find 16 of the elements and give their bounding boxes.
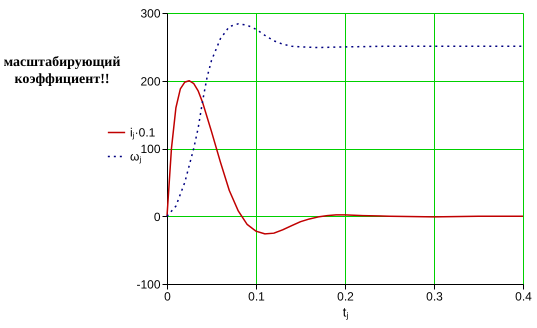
y-tick-label: 300 [140, 6, 161, 20]
legend-label: iⱼ·0.1 [130, 126, 156, 140]
line-series [166, 80, 524, 235]
x-axis-title: tⱼ [342, 304, 348, 320]
x-tick-label: 0.1 [248, 290, 266, 304]
y-tick-label: 100 [140, 142, 161, 156]
text: масштабирующий коэффициент!! [4, 55, 120, 87]
y-tick-label: -100 [136, 278, 161, 292]
x-tick-label: 0 [164, 290, 172, 304]
x-tick-label: 0.2 [337, 290, 354, 304]
y-tick-label: 0 [154, 210, 161, 224]
x-tick-label: 0.4 [515, 290, 532, 304]
line-series [166, 23, 524, 217]
y-tick-label: 200 [140, 74, 161, 88]
legend-label: ωⱼ [130, 150, 142, 164]
x-tick-label: 0.3 [426, 290, 444, 304]
